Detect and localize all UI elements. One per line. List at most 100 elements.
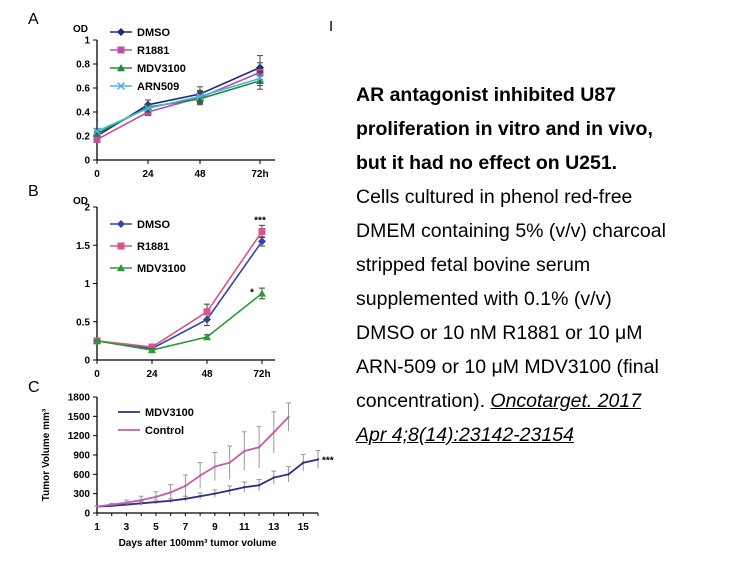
data-point xyxy=(213,465,217,468)
caption-title-line-2: proliferation in vitro and in vivo, xyxy=(356,118,653,140)
data-point xyxy=(143,104,153,113)
data-point xyxy=(92,127,102,136)
caption-body-line-2: DMEM containing 5% (v/v) charcoal xyxy=(356,220,666,242)
x-tick-label: 0 xyxy=(94,169,100,180)
legend-label: ARN509 xyxy=(137,81,179,93)
y-tick-label: 900 xyxy=(73,451,90,462)
caption-body-line-6: ARN-509 or 10 μM MDV3100 (final xyxy=(356,356,659,378)
data-point xyxy=(203,308,211,316)
y-tick-label: 0.6 xyxy=(76,84,90,95)
caption-title-line-1: AR antagonist inhibited U87 xyxy=(356,84,617,106)
legend-marker xyxy=(117,220,125,228)
data-point xyxy=(228,489,231,492)
chart-panel-a: A OD 0 0.2 0.4 0.6 0.8 1 0 24 48 72h DMSO R1881 MDV310… xyxy=(28,11,275,180)
series-control xyxy=(94,402,292,508)
x-tick-label: 48 xyxy=(201,369,213,380)
series-line xyxy=(96,416,290,508)
citation-link[interactable]: Oncotarget. 2017 xyxy=(490,390,642,412)
data-point xyxy=(125,501,128,504)
y-tick-label: 2 xyxy=(84,203,90,214)
y-tick-label: 0.2 xyxy=(76,132,90,143)
figure-caption: AR antagonist inhibited U87 proliferatio… xyxy=(356,78,751,452)
y-tick-label: 300 xyxy=(73,489,90,500)
y-tick-label: 1.5 xyxy=(76,241,90,252)
x-tick-label: 48 xyxy=(194,169,206,180)
series-mdv3100 xyxy=(93,287,266,354)
series-line xyxy=(96,240,263,350)
y-tick-label: 1800 xyxy=(68,393,91,404)
caption-body-line-3: stripped fetal bovine serum xyxy=(356,254,591,276)
x-tick-label: 24 xyxy=(142,169,154,180)
y-tick-label: 0 xyxy=(84,156,90,167)
legend-label: R1881 xyxy=(137,45,169,57)
data-point xyxy=(302,461,305,464)
legend-label: MDV3100 xyxy=(145,407,194,419)
series-dmso xyxy=(93,236,266,353)
y-tick-label: 0.4 xyxy=(76,108,90,119)
y-tick-label: 0 xyxy=(84,356,90,367)
legend-label: DMSO xyxy=(137,219,170,231)
data-point xyxy=(272,476,275,479)
data-point xyxy=(287,415,290,419)
legend-label: R1881 xyxy=(137,241,169,253)
legend-marker xyxy=(117,264,125,272)
data-point xyxy=(258,289,266,297)
stray-mark: I xyxy=(329,18,333,35)
caption-body-line-7: concentration). Oncotarget. 2017 xyxy=(356,384,751,418)
panel-letter: C xyxy=(28,379,40,396)
panel-letter: B xyxy=(28,183,39,200)
series-line xyxy=(96,71,261,141)
data-point xyxy=(316,458,320,461)
data-point xyxy=(258,227,266,235)
y-axis-label: Tumor Volume mm³ xyxy=(41,408,52,501)
data-point xyxy=(169,499,172,502)
caption-body-text: concentration). xyxy=(356,390,491,412)
data-point xyxy=(272,431,275,434)
y-axis-label: OD xyxy=(73,196,88,207)
x-tick-label: 1 xyxy=(94,522,100,533)
panel-letter: A xyxy=(28,11,39,28)
series-line xyxy=(96,231,263,348)
x-axis-label: Days after 100mm³ tumor volume xyxy=(119,538,277,549)
y-tick-label: 0 xyxy=(84,509,90,520)
data-point xyxy=(184,484,187,488)
data-point xyxy=(184,497,187,501)
x-tick-label: 3 xyxy=(124,522,130,533)
data-point xyxy=(195,92,205,101)
data-point xyxy=(243,486,246,489)
x-tick-label: 72h xyxy=(253,369,270,380)
caption-body-line-4: supplemented with 0.1% (v/v) xyxy=(356,288,612,310)
x-tick-label: 15 xyxy=(298,522,310,533)
data-point xyxy=(255,74,265,83)
x-tick-label: 72h xyxy=(251,169,268,180)
data-point xyxy=(93,136,101,144)
data-point xyxy=(140,498,143,502)
data-point xyxy=(287,473,290,476)
caption-body-line-1: Cells cultured in phenol red-free xyxy=(356,186,633,208)
y-tick-label: 600 xyxy=(73,470,90,481)
data-point xyxy=(148,346,156,354)
y-tick-label: 1 xyxy=(84,279,90,290)
series-line xyxy=(96,77,261,132)
x-tick-label: 5 xyxy=(153,522,159,533)
y-tick-label: 0.5 xyxy=(76,317,90,328)
legend-label: MDV3100 xyxy=(137,63,186,75)
y-tick-label: 1 xyxy=(84,36,90,47)
data-point xyxy=(257,446,261,449)
data-point xyxy=(257,484,261,487)
legend-marker xyxy=(117,46,125,54)
data-point xyxy=(258,237,266,246)
legend-marker xyxy=(117,242,125,250)
data-point xyxy=(154,495,158,499)
data-point xyxy=(228,461,231,464)
legend-label: Control xyxy=(145,425,184,437)
legend-label: DMSO xyxy=(137,27,170,39)
data-point xyxy=(203,333,211,341)
data-point xyxy=(243,449,246,453)
y-tick-label: 1500 xyxy=(68,412,91,423)
series-line xyxy=(96,458,319,508)
citation-link-continued[interactable]: Apr 4;8(14):23142-23154 xyxy=(356,424,574,446)
data-point xyxy=(198,495,202,498)
